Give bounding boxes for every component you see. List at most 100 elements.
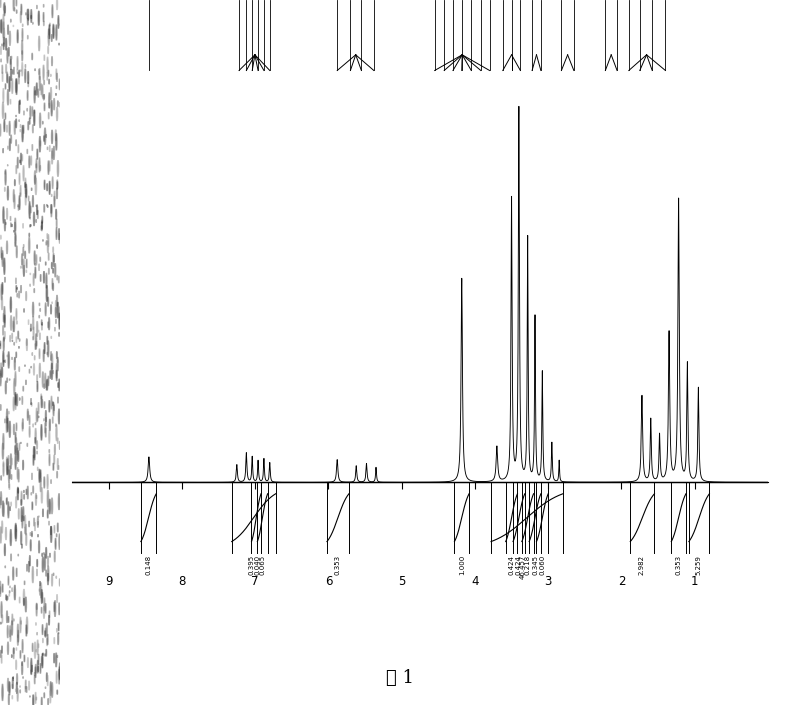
Circle shape <box>37 149 38 159</box>
Circle shape <box>13 648 14 658</box>
Circle shape <box>51 100 52 116</box>
Circle shape <box>15 233 16 247</box>
Text: 0.218: 0.218 <box>525 555 530 575</box>
Text: 0.353: 0.353 <box>334 555 340 575</box>
Circle shape <box>29 156 30 168</box>
Circle shape <box>2 501 4 516</box>
Circle shape <box>55 653 57 667</box>
Circle shape <box>43 606 45 618</box>
Circle shape <box>51 130 53 144</box>
Circle shape <box>56 370 57 381</box>
Circle shape <box>4 315 6 327</box>
Text: 0.424: 0.424 <box>509 555 514 575</box>
Text: 1: 1 <box>691 575 698 588</box>
Circle shape <box>8 501 9 518</box>
Circle shape <box>27 486 28 499</box>
Circle shape <box>57 107 58 121</box>
Circle shape <box>57 0 58 10</box>
Circle shape <box>19 173 20 185</box>
Circle shape <box>35 692 36 704</box>
Circle shape <box>17 443 18 455</box>
Circle shape <box>28 9 29 20</box>
Circle shape <box>41 424 42 441</box>
Circle shape <box>32 566 34 583</box>
Circle shape <box>48 376 49 386</box>
Circle shape <box>6 409 8 423</box>
Circle shape <box>58 379 60 391</box>
Circle shape <box>6 208 7 219</box>
Text: 0.148: 0.148 <box>146 555 152 575</box>
Circle shape <box>4 544 6 556</box>
Circle shape <box>53 253 54 267</box>
Circle shape <box>39 585 41 596</box>
Circle shape <box>25 193 26 205</box>
Circle shape <box>22 419 23 429</box>
Circle shape <box>2 250 3 266</box>
Circle shape <box>48 161 49 174</box>
Text: 46.457: 46.457 <box>519 555 526 580</box>
Text: 2: 2 <box>618 575 626 588</box>
Circle shape <box>4 3 5 16</box>
Circle shape <box>42 592 43 603</box>
Circle shape <box>2 351 4 367</box>
Circle shape <box>15 525 17 541</box>
Circle shape <box>7 418 8 431</box>
Circle shape <box>1 284 2 300</box>
Circle shape <box>32 106 33 116</box>
Circle shape <box>25 178 26 194</box>
Circle shape <box>33 302 34 317</box>
Circle shape <box>47 675 48 686</box>
Circle shape <box>15 523 16 539</box>
Circle shape <box>6 459 8 475</box>
Circle shape <box>25 597 26 612</box>
Circle shape <box>17 394 18 406</box>
Circle shape <box>35 178 37 195</box>
Circle shape <box>14 218 16 231</box>
Circle shape <box>2 22 4 38</box>
Circle shape <box>15 438 17 453</box>
Circle shape <box>15 395 16 410</box>
Circle shape <box>2 102 4 118</box>
Circle shape <box>58 534 60 550</box>
Circle shape <box>34 171 35 185</box>
Circle shape <box>39 113 41 128</box>
Circle shape <box>2 88 4 102</box>
Circle shape <box>20 617 21 633</box>
Circle shape <box>29 237 30 253</box>
Circle shape <box>10 630 11 642</box>
Circle shape <box>58 16 59 28</box>
Circle shape <box>14 585 15 600</box>
Circle shape <box>34 251 35 264</box>
Circle shape <box>49 454 50 466</box>
Circle shape <box>58 493 60 510</box>
Circle shape <box>16 682 18 694</box>
Circle shape <box>58 313 60 329</box>
Circle shape <box>59 663 61 680</box>
Circle shape <box>57 180 58 190</box>
Circle shape <box>9 682 10 695</box>
Text: 7: 7 <box>251 575 259 588</box>
Circle shape <box>34 110 35 125</box>
Circle shape <box>51 363 53 379</box>
Circle shape <box>44 343 45 354</box>
Circle shape <box>47 634 48 644</box>
Circle shape <box>0 124 1 136</box>
Circle shape <box>7 625 8 638</box>
Circle shape <box>14 222 15 235</box>
Circle shape <box>44 477 45 488</box>
Circle shape <box>47 57 48 73</box>
Circle shape <box>29 202 30 219</box>
Circle shape <box>56 209 57 219</box>
Circle shape <box>2 72 3 82</box>
Circle shape <box>40 479 42 492</box>
Circle shape <box>59 79 60 90</box>
Circle shape <box>3 14 4 30</box>
Circle shape <box>59 307 60 320</box>
Circle shape <box>8 352 10 368</box>
Circle shape <box>4 119 5 132</box>
Circle shape <box>0 0 1 8</box>
Circle shape <box>7 678 9 692</box>
Circle shape <box>49 317 50 330</box>
Circle shape <box>2 283 3 295</box>
Circle shape <box>10 69 11 80</box>
